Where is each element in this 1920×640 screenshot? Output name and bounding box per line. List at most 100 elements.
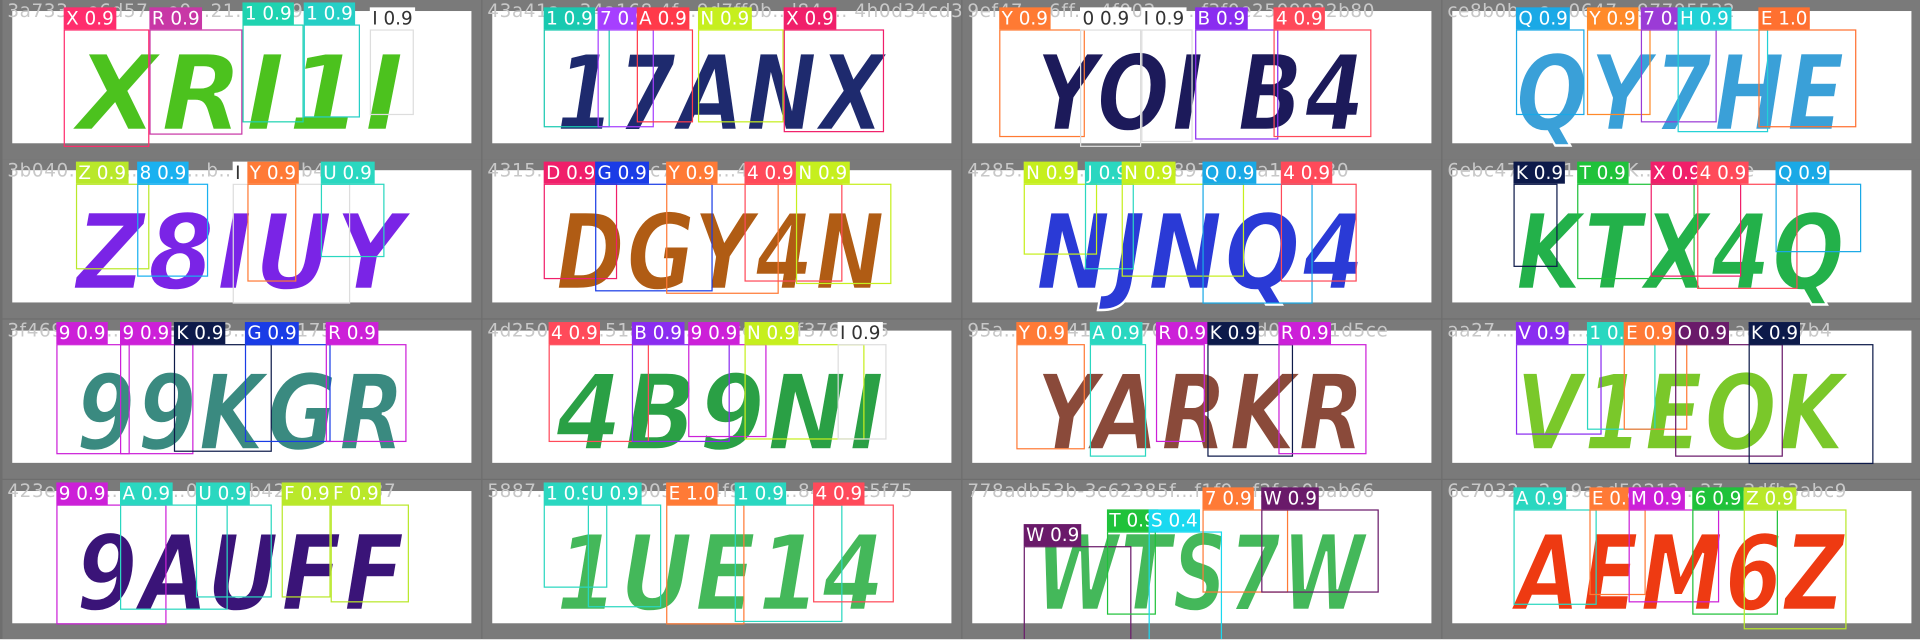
detection-box — [1155, 344, 1205, 443]
detection-label: A 0.9 — [120, 482, 173, 505]
detection-box — [1148, 531, 1223, 640]
captcha-tile: 1UE145887...8...b857903da04f9628...849ea… — [482, 480, 962, 640]
detection-box — [1023, 183, 1098, 255]
detection-label: 7 0.9 — [1202, 487, 1255, 510]
detection-box — [56, 504, 167, 625]
detection-label: K 0.9 — [1207, 322, 1260, 345]
detection-box — [1121, 183, 1245, 277]
detection-label: 4 0.9 — [548, 322, 601, 345]
detection-label: X 0.9 — [1650, 161, 1704, 184]
captcha-glyphs: XRI1I — [69, 31, 406, 156]
detection-box — [1261, 509, 1379, 593]
detection-label: N 0.9 — [795, 161, 850, 184]
captcha-glyphs: DGY4N — [555, 190, 887, 315]
captcha-image — [972, 11, 1432, 144]
detection-label: 4 0.9 — [1697, 161, 1749, 184]
detection-box — [1023, 546, 1132, 640]
detection-box — [1084, 183, 1134, 270]
detection-label: R 0.9 — [1278, 322, 1332, 345]
detection-label: Z 0.9 — [75, 161, 129, 184]
captcha-image — [1452, 330, 1912, 463]
captcha-text: 17ANX — [556, 32, 889, 155]
captcha-image — [972, 491, 1432, 624]
detection-label: E 1.0 — [1758, 7, 1810, 30]
detection-label: H 0.9 — [1677, 7, 1732, 30]
detection-box — [1207, 344, 1294, 457]
captcha-text: V1EOK — [1516, 351, 1851, 474]
detection-label: 9 0.9 — [56, 322, 108, 345]
detection-label: K 0.9 — [173, 322, 226, 345]
detection-label: N 0.9 — [1121, 161, 1176, 184]
detection-box — [1586, 29, 1651, 116]
detection-box — [137, 183, 209, 277]
detection-label: J 0.9 — [1084, 161, 1131, 184]
captcha-glyphs: 17ANX — [555, 31, 889, 156]
detection-label: Y 0.9 — [247, 161, 299, 184]
captcha-text: QY7HE — [1516, 32, 1847, 155]
detection-box — [999, 29, 1085, 138]
captcha-glyphs: 4B9NI — [554, 350, 887, 475]
captcha-text: Z8IUY — [73, 191, 413, 314]
detection-label: R 0.9 — [1155, 322, 1209, 345]
detection-label: 1 0.9 — [242, 2, 295, 25]
detection-box — [1106, 531, 1156, 615]
captcha-image — [972, 330, 1432, 463]
detection-label: K 0.9 — [1748, 322, 1801, 345]
detection-box — [543, 504, 608, 588]
captcha-tile: AEM6Z6c7032...2...9aad59212...37...3dfb3… — [1442, 480, 1920, 640]
detection-box — [837, 344, 887, 440]
captcha-text: DGY4N — [556, 191, 887, 314]
detection-label: N 0.9 — [1023, 161, 1078, 184]
detection-box — [1623, 344, 1688, 430]
detection-box — [1016, 344, 1085, 450]
detection-label: U 0.9 — [587, 482, 642, 505]
detection-box — [1589, 509, 1646, 596]
detection-box — [548, 344, 649, 443]
detection-box — [1650, 183, 1742, 277]
detection-label: 1 0.9 — [303, 2, 356, 25]
captcha-text: WTS7W — [1036, 512, 1368, 635]
detection-box — [56, 344, 130, 455]
captcha-text: 4B9NI — [555, 351, 887, 474]
captcha-image — [972, 170, 1432, 303]
captcha-tile: NJNQ44285...05e...37...3398970eaaa13e1 3… — [962, 159, 1442, 319]
detection-label: E 0.9 — [1589, 487, 1641, 510]
detection-box — [543, 183, 618, 280]
detection-box — [330, 504, 409, 603]
detection-label: 8 0.9 — [137, 161, 189, 184]
detection-label: B 0.9 — [631, 322, 685, 345]
detection-label: D 0.9 — [543, 161, 598, 184]
detection-label: S 0.4 — [1148, 509, 1201, 532]
captcha-glyphs: YOI B4 — [1035, 31, 1366, 156]
captcha-text: AEM6Z — [1510, 512, 1846, 635]
detection-label: X 0.9 — [63, 7, 117, 30]
detection-label: 9 0.9 — [120, 322, 172, 345]
detection-box — [1280, 183, 1357, 282]
captcha-text: 1UE14 — [556, 512, 887, 635]
detection-box — [63, 29, 150, 147]
detection-label: 7 0.9 — [597, 7, 650, 30]
detection-label: K 0.9 — [1513, 161, 1566, 184]
detection-box — [783, 29, 885, 133]
captcha-glyphs: QY7HE — [1515, 31, 1847, 156]
captcha-text: NJNQ4 — [1036, 191, 1367, 314]
detection-box — [1278, 344, 1367, 455]
captcha-glyphs: V1EOK — [1515, 350, 1851, 475]
detection-label: T 0.9 — [1106, 509, 1159, 532]
detection-label: W 0.9 — [1023, 524, 1082, 547]
captcha-tile: WTS7W 778adb53b-3c62385f...f1f9...f2fce0b… — [962, 480, 1442, 640]
detection-box — [1743, 509, 1847, 630]
detection-box — [1080, 29, 1142, 147]
detection-label: V 0.9 — [1515, 322, 1569, 345]
detection-box — [1758, 29, 1857, 128]
detection-label: 1 0.9 — [734, 482, 787, 505]
captcha-glyphs: 1UE14 — [555, 511, 887, 636]
detection-label: F 0.9 — [330, 482, 382, 505]
detection-box — [325, 344, 407, 443]
captcha-glyphs: NJNQ4 — [1035, 190, 1367, 315]
detection-label: 9 0.9 — [688, 322, 740, 345]
captcha-glyphs: 9AUFF — [75, 511, 406, 636]
detection-label: U 0.9 — [320, 161, 375, 184]
detection-box — [1586, 344, 1656, 430]
captcha-tile: DGY4N 4315... 4b...g...7c75...d...48a894f… — [482, 159, 962, 319]
